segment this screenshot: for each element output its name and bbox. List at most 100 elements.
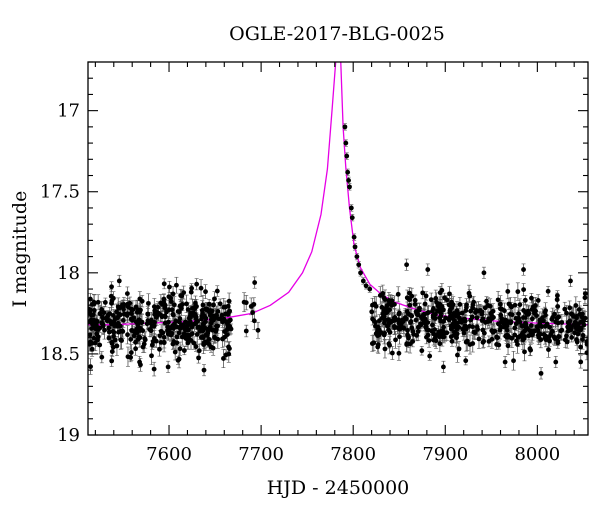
data-point <box>228 326 234 332</box>
data-point <box>543 308 548 313</box>
data-point <box>564 310 569 316</box>
data-point <box>155 304 161 310</box>
data-point <box>358 270 363 276</box>
data-point <box>89 340 95 346</box>
data-point <box>165 328 171 333</box>
data-point <box>505 343 511 349</box>
data-point <box>497 306 503 312</box>
data-point <box>196 348 202 354</box>
data-point <box>217 301 223 307</box>
data-point <box>347 184 352 190</box>
data-point <box>88 306 92 312</box>
data-point <box>128 350 134 355</box>
data-point <box>109 349 115 354</box>
data-point <box>555 340 561 346</box>
data-point <box>556 314 562 320</box>
data-point <box>512 325 518 331</box>
data-point <box>177 346 183 352</box>
data-point <box>203 339 209 345</box>
data-point <box>382 346 388 352</box>
data-point <box>196 355 201 361</box>
data-point <box>145 300 151 306</box>
data-point <box>464 338 470 344</box>
data-point <box>114 309 119 315</box>
data-point <box>480 327 486 333</box>
data-point <box>204 307 209 313</box>
data-point <box>89 346 95 352</box>
data-point <box>450 302 456 308</box>
data-point <box>121 311 127 317</box>
data-point <box>168 299 174 304</box>
data-point <box>95 299 101 305</box>
data-point <box>88 332 93 338</box>
data-point <box>217 316 223 322</box>
data-point <box>541 318 546 324</box>
data-point <box>125 304 131 310</box>
data-point <box>115 323 120 329</box>
data-point <box>517 302 523 308</box>
data-point <box>517 334 523 339</box>
data-point <box>468 317 474 323</box>
data-point <box>101 310 107 316</box>
data-point <box>151 366 157 372</box>
data-point <box>89 313 95 318</box>
data-point <box>413 309 419 315</box>
data-point <box>549 316 555 322</box>
data-point <box>491 315 496 320</box>
data-point <box>446 302 452 308</box>
data-point <box>476 336 482 342</box>
data-point <box>437 307 443 313</box>
data-point <box>162 314 168 320</box>
data-point <box>404 309 410 314</box>
data-point <box>157 346 162 352</box>
data-point <box>105 312 111 318</box>
data-point <box>373 303 379 309</box>
data-point <box>546 347 551 353</box>
data-point <box>206 326 211 332</box>
data-point <box>459 319 465 325</box>
data-point <box>386 341 392 347</box>
data-point <box>91 307 97 313</box>
data-point <box>580 333 586 338</box>
data-point <box>227 317 233 323</box>
data-point <box>412 297 418 303</box>
data-point <box>395 291 401 297</box>
data-point <box>144 321 150 327</box>
data-point <box>480 316 486 321</box>
data-point <box>522 328 527 334</box>
data-point <box>490 308 496 314</box>
data-point <box>404 262 410 268</box>
data-point <box>348 205 354 211</box>
data-point <box>467 293 473 299</box>
data-point <box>584 341 588 347</box>
data-point <box>110 313 116 318</box>
data-point <box>526 311 531 317</box>
data-point <box>209 308 215 314</box>
data-point <box>214 288 220 294</box>
data-point <box>112 337 118 343</box>
data-point <box>562 306 568 312</box>
data-point <box>214 312 220 318</box>
data-point <box>206 336 212 342</box>
data-point <box>410 339 416 344</box>
data-point <box>504 323 510 329</box>
data-point <box>521 287 527 292</box>
data-point <box>130 307 136 313</box>
data-point <box>192 306 198 312</box>
data-point <box>512 302 518 308</box>
data-point <box>112 316 118 322</box>
data-point <box>125 332 130 338</box>
data-point <box>206 301 212 307</box>
data-point <box>171 302 177 308</box>
y-tick-label: 17 <box>57 101 80 122</box>
data-point <box>251 301 257 307</box>
data-point <box>210 318 216 323</box>
data-point <box>137 296 143 302</box>
data-point <box>396 311 402 317</box>
data-point <box>427 353 433 359</box>
data-point <box>505 289 511 294</box>
data-point <box>541 331 547 337</box>
data-point <box>116 278 122 284</box>
data-point <box>522 349 527 355</box>
